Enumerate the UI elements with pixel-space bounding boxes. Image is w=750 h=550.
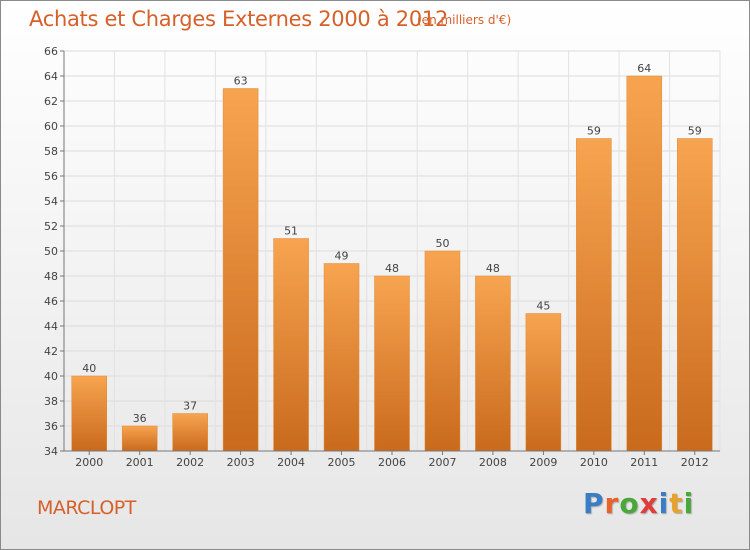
x-tick-label: 2009 xyxy=(529,456,557,469)
labels: 34 36 38 40 42 44 46 48 50 52 54 56 58 60 62 64 66 40 2000… xyxy=(44,45,709,469)
bar-2005 xyxy=(323,263,360,452)
proxiti-logo: Proxiti xyxy=(583,487,694,520)
x-tick-label: 2005 xyxy=(328,456,356,469)
x-tick-label: 2008 xyxy=(479,456,507,469)
value-label: 48 xyxy=(385,262,399,275)
bar-2006 xyxy=(374,275,410,452)
y-tick-label: 50 xyxy=(44,245,58,258)
y-tick-label: 42 xyxy=(44,345,58,358)
y-tick-label: 46 xyxy=(44,295,58,308)
value-label: 36 xyxy=(133,412,147,425)
value-label: 59 xyxy=(688,125,702,138)
y-tick-label: 58 xyxy=(44,145,58,158)
value-label: 45 xyxy=(536,300,550,313)
bar-2001 xyxy=(121,425,158,452)
x-tick-label: 2006 xyxy=(378,456,406,469)
bar-2009 xyxy=(525,313,562,452)
y-tick-label: 60 xyxy=(44,120,58,133)
x-tick-label: 2007 xyxy=(428,456,456,469)
bar-2007 xyxy=(424,250,461,452)
y-tick-label: 62 xyxy=(44,95,58,108)
x-tick-label: 2000 xyxy=(75,456,103,469)
y-tick-label: 36 xyxy=(44,420,58,433)
value-label: 59 xyxy=(587,125,601,138)
y-tick-label: 52 xyxy=(44,220,58,233)
y-tick-label: 40 xyxy=(44,370,58,383)
x-tick-label: 2001 xyxy=(126,456,154,469)
bar-2000 xyxy=(71,375,107,452)
axes xyxy=(60,50,720,455)
y-tick-label: 38 xyxy=(44,395,58,408)
commune-name: MARCLOPT xyxy=(37,497,136,519)
bar-2004 xyxy=(273,238,309,452)
value-label: 37 xyxy=(183,400,197,413)
x-tick-label: 2010 xyxy=(580,456,608,469)
logo-letter: P xyxy=(583,487,605,520)
bar-2002 xyxy=(172,413,208,452)
x-tick-label: 2012 xyxy=(681,456,709,469)
bar-2003 xyxy=(222,88,259,452)
logo-letter: t xyxy=(669,487,684,520)
logo-letter: x xyxy=(639,487,659,520)
value-label: 63 xyxy=(234,75,248,88)
value-label: 48 xyxy=(486,262,500,275)
chart-title: Achats et Charges Externes 2000 à 2012 xyxy=(29,7,449,31)
x-tick-label: 2002 xyxy=(176,456,204,469)
bar-2010 xyxy=(576,138,612,452)
value-label: 49 xyxy=(335,250,349,263)
bars xyxy=(71,75,713,452)
y-tick-label: 56 xyxy=(44,170,58,183)
x-tick-label: 2011 xyxy=(630,456,658,469)
logo-letter: r xyxy=(604,487,620,520)
y-tick-label: 54 xyxy=(44,195,58,208)
value-label: 50 xyxy=(435,237,449,250)
y-tick-label: 48 xyxy=(44,270,58,283)
y-tick-label: 66 xyxy=(44,45,58,58)
y-tick-label: 34 xyxy=(44,445,58,458)
value-label: 64 xyxy=(637,62,651,75)
y-tick-label: 44 xyxy=(44,320,58,333)
value-label: 40 xyxy=(82,362,96,375)
bar-2008 xyxy=(475,275,511,452)
logo-letter: i xyxy=(658,487,670,520)
x-tick-label: 2003 xyxy=(227,456,255,469)
logo-letter: i xyxy=(683,487,695,520)
y-tick-label: 64 xyxy=(44,70,58,83)
chart-subtitle: (en milliers d'€) xyxy=(417,13,512,27)
x-tick-label: 2004 xyxy=(277,456,305,469)
logo-letter: o xyxy=(619,487,640,520)
bar-2011 xyxy=(626,75,663,452)
bar-2012 xyxy=(677,138,713,452)
value-label: 51 xyxy=(284,225,298,238)
